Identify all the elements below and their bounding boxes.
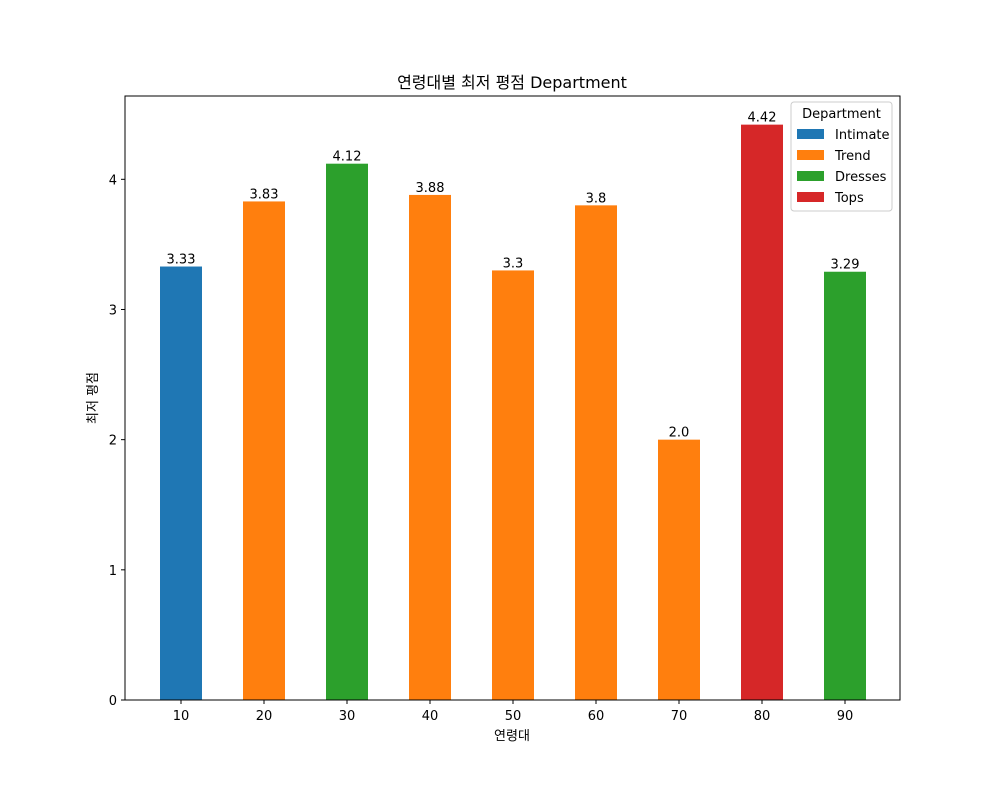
bar-value-label: 3.83 (250, 187, 279, 202)
y-tick-label: 3 (109, 303, 117, 318)
y-tick-label: 2 (109, 434, 117, 449)
y-axis-label: 최저 평점 (86, 372, 101, 424)
x-tick-label: 70 (671, 709, 688, 724)
bar-value-labels: 3.33 3.83 4.12 3.88 3.3 3.8 2.0 4.42 3.29 (167, 111, 860, 441)
legend-label-tops: Tops (834, 191, 864, 206)
x-tick-label: 60 (588, 709, 605, 724)
bar-70 (658, 439, 700, 700)
legend-label-intimate: Intimate (835, 128, 890, 143)
bars-layer (160, 124, 866, 701)
y-tick-label: 4 (109, 173, 117, 188)
plot-frame (124, 95, 901, 701)
legend-label-dresses: Dresses (835, 170, 887, 185)
legend-label-trend: Trend (834, 149, 871, 164)
x-tick-label: 40 (422, 709, 439, 724)
chart-title: 연령대별 최저 평점 Department (397, 73, 627, 92)
bar-80 (741, 124, 783, 700)
y-axis-ticks: 0 1 2 3 4 (109, 173, 125, 709)
y-tick-label: 1 (109, 564, 117, 579)
x-axis-label: 연령대 (494, 729, 530, 744)
x-tick-label: 50 (505, 709, 522, 724)
legend-swatch-tops (797, 192, 824, 202)
x-tick-label: 90 (837, 709, 854, 724)
bar-20 (243, 201, 285, 701)
x-tick-label: 30 (339, 709, 356, 724)
legend: Department Intimate Trend Dresses Tops (790, 101, 893, 212)
y-tick-label: 0 (109, 694, 117, 709)
x-tick-label: 80 (754, 709, 771, 724)
bar-30 (326, 163, 368, 701)
legend-swatch-intimate (797, 129, 824, 139)
bar-value-label: 2.0 (669, 426, 690, 441)
legend-swatch-dresses (797, 171, 824, 181)
bar-50 (492, 270, 534, 700)
legend-title: Department (802, 107, 881, 122)
bar-10 (160, 266, 202, 700)
legend-swatch-trend (797, 150, 824, 160)
bar-value-label: 3.88 (416, 181, 445, 196)
bar-value-label: 3.8 (586, 191, 607, 206)
bar-value-label: 4.42 (748, 111, 777, 126)
bar-40 (409, 194, 451, 700)
x-tick-label: 20 (256, 709, 273, 724)
bar-60 (575, 205, 617, 700)
bar-value-label: 3.29 (831, 258, 860, 273)
bar-value-label: 3.33 (167, 253, 196, 268)
x-tick-label: 10 (173, 709, 190, 724)
x-axis-ticks: 10 20 30 40 50 60 70 80 90 (173, 700, 854, 724)
bar-90 (824, 271, 866, 700)
bar-value-label: 4.12 (333, 150, 362, 165)
bar-value-label: 3.3 (503, 256, 524, 271)
